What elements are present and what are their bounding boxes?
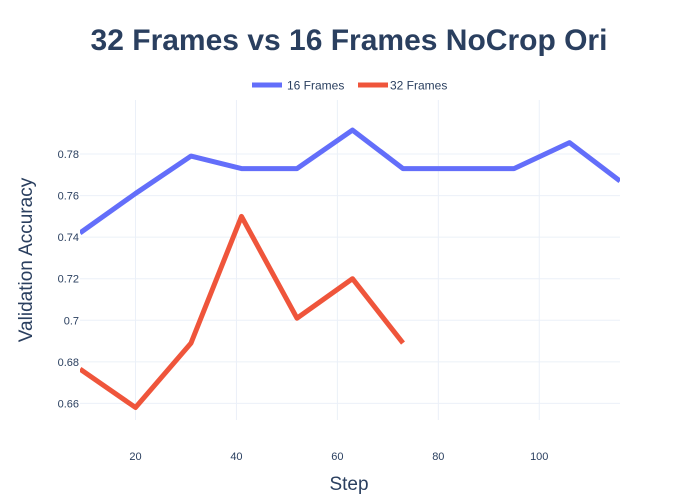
legend-item-16-frames[interactable]: 16 Frames: [252, 79, 344, 93]
y-tick-label: 0.74: [58, 232, 79, 244]
y-tick-label: 0.7: [64, 315, 79, 327]
y-tick-label: 0.66: [58, 398, 79, 410]
x-tick-label: 60: [331, 451, 343, 463]
series-lines: [80, 127, 620, 410]
legend: 16 Frames 32 Frames: [252, 79, 447, 93]
x-tick-label: 100: [530, 451, 548, 463]
x-axis-title: Step: [329, 474, 368, 495]
y-axis-title: Validation Accuracy: [16, 177, 37, 342]
x-tick-label: 40: [230, 451, 242, 463]
y-axis-ticks: 0.66 0.68 0.7 0.72 0.74 0.76 0.78: [58, 149, 79, 410]
legend-item-32-frames[interactable]: 32 Frames: [358, 79, 447, 93]
y-tick-label: 0.78: [58, 149, 79, 161]
series-line-16-frames: [80, 127, 620, 236]
legend-label: 32 Frames: [390, 79, 447, 93]
x-tick-label: 20: [129, 451, 141, 463]
x-axis-ticks: 20 40 60 80 100: [129, 451, 548, 463]
y-tick-label: 0.68: [58, 357, 79, 369]
x-tick-label: 80: [432, 451, 444, 463]
gridlines: [80, 100, 620, 420]
series-line-32-frames: [80, 213, 405, 410]
y-tick-label: 0.76: [58, 191, 79, 203]
y-tick-label: 0.72: [58, 274, 79, 286]
legend-label: 16 Frames: [287, 79, 344, 93]
chart-title: 32 Frames vs 16 Frames NoCrop Ori: [91, 24, 608, 57]
